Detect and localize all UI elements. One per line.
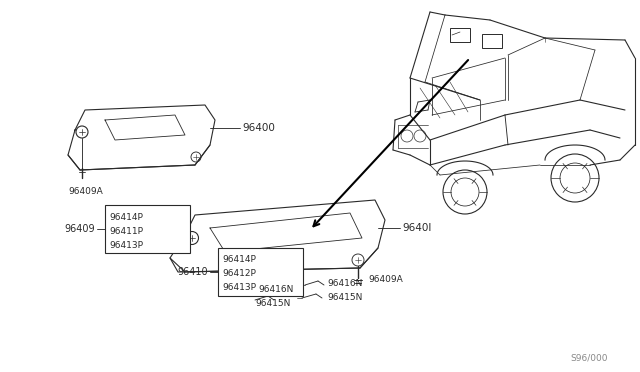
Text: 96400: 96400 [242, 123, 275, 133]
Text: 96409: 96409 [65, 224, 95, 234]
Bar [450, 28, 470, 42]
Text: 9640l: 9640l [402, 223, 431, 233]
Text: 96416N: 96416N [327, 279, 362, 288]
Text: 96410: 96410 [177, 267, 208, 277]
Text: 96409A: 96409A [368, 276, 403, 285]
Text: 96413P: 96413P [222, 283, 256, 292]
Text: 96414P: 96414P [222, 256, 256, 264]
Bar [105, 205, 190, 253]
Text: 96416N: 96416N [258, 285, 293, 295]
Text: S96/000: S96/000 [570, 353, 607, 362]
Bar [482, 34, 502, 48]
Text: 96411P: 96411P [109, 227, 143, 235]
Text: 96414P: 96414P [109, 212, 143, 221]
Text: 96415N: 96415N [327, 292, 362, 301]
Text: 96412P: 96412P [222, 269, 256, 279]
Bar [218, 248, 303, 296]
Text: 96415N: 96415N [255, 298, 291, 308]
Text: 96409A: 96409A [68, 187, 103, 196]
Text: 96413P: 96413P [109, 241, 143, 250]
